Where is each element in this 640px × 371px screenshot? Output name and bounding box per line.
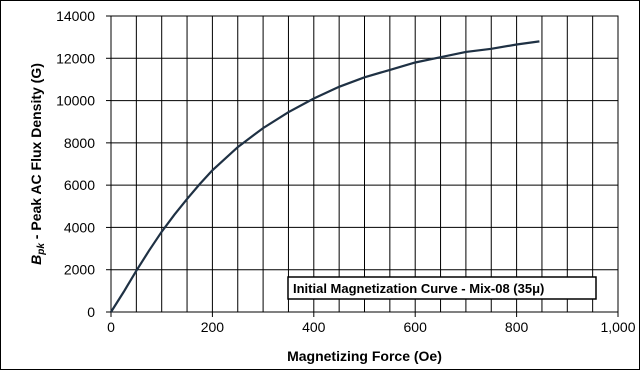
y-tick-label: 8000 — [64, 135, 95, 151]
y-axis-title-rest: - Peak AC Flux Density (G) — [28, 63, 44, 243]
magnetization-curve-line — [110, 40, 540, 313]
x-tick-label: 400 — [302, 319, 326, 335]
x-tick-label: 200 — [201, 319, 225, 335]
x-axis-title: Magnetizing Force (Oe) — [287, 348, 442, 364]
y-tick-label: 2000 — [64, 262, 95, 278]
y-tick-label: 4000 — [64, 219, 95, 235]
y-tick-label: 12000 — [56, 50, 95, 66]
x-tick-label: 1,000 — [600, 319, 635, 335]
grid — [111, 16, 618, 312]
legend: Initial Magnetization Curve - Mix-08 (35… — [287, 276, 597, 300]
y-tick-label: 6000 — [64, 177, 95, 193]
y-axis-title: Bpk - Peak AC Flux Density (G) — [28, 63, 47, 265]
y-tick-label: 0 — [87, 304, 95, 320]
y-tick-label: 14000 — [56, 8, 95, 24]
legend-box — [287, 276, 597, 300]
x-tick-label: 800 — [505, 319, 529, 335]
y-tick-label: 10000 — [56, 93, 95, 109]
y-axis-title-subscript: pk — [36, 243, 47, 256]
y-axis-title-symbol: B — [28, 255, 44, 265]
plot-area-border — [110, 15, 619, 313]
x-tick-label: 600 — [404, 319, 428, 335]
x-tick-label: 0 — [107, 319, 115, 335]
legend-label: Initial Magnetization Curve - Mix-08 (35… — [293, 281, 544, 296]
tick-labels: 0 200 400 600 800 1,000 0 2000 4000 6000 8000 10000… — [56, 8, 636, 335]
